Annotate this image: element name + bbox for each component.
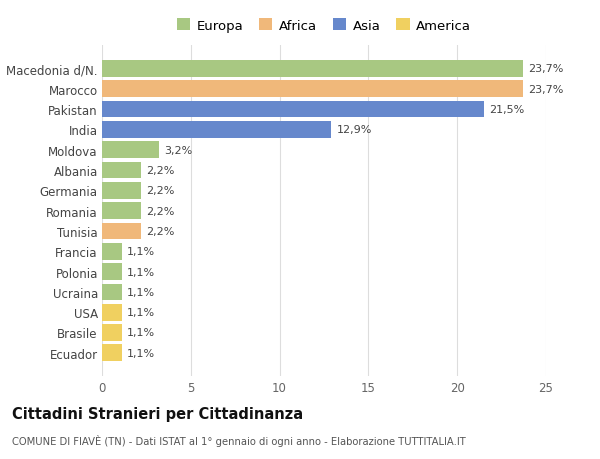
Bar — [102, 122, 331, 138]
Text: 2,2%: 2,2% — [146, 166, 175, 176]
Text: 1,1%: 1,1% — [127, 308, 155, 318]
Text: 23,7%: 23,7% — [528, 64, 563, 74]
Bar — [102, 243, 122, 260]
Text: 12,9%: 12,9% — [337, 125, 372, 135]
Bar — [102, 263, 122, 280]
Legend: Europa, Africa, Asia, America: Europa, Africa, Asia, America — [177, 19, 471, 33]
Text: COMUNE DI FIAVÈ (TN) - Dati ISTAT al 1° gennaio di ogni anno - Elaborazione TUTT: COMUNE DI FIAVÈ (TN) - Dati ISTAT al 1° … — [12, 434, 466, 446]
Text: 21,5%: 21,5% — [489, 105, 524, 115]
Bar — [102, 325, 122, 341]
Text: 1,1%: 1,1% — [127, 267, 155, 277]
Text: 1,1%: 1,1% — [127, 246, 155, 257]
Bar — [102, 304, 122, 321]
Bar — [102, 61, 523, 78]
Text: 2,2%: 2,2% — [146, 206, 175, 216]
Text: 1,1%: 1,1% — [127, 287, 155, 297]
Bar — [102, 162, 141, 179]
Bar — [102, 223, 141, 240]
Text: Cittadini Stranieri per Cittadinanza: Cittadini Stranieri per Cittadinanza — [12, 406, 303, 421]
Bar — [102, 101, 484, 118]
Bar — [102, 284, 122, 301]
Text: 2,2%: 2,2% — [146, 226, 175, 236]
Text: 23,7%: 23,7% — [528, 84, 563, 95]
Bar — [102, 183, 141, 199]
Text: 1,1%: 1,1% — [127, 348, 155, 358]
Text: 3,2%: 3,2% — [164, 146, 193, 155]
Bar — [102, 203, 141, 219]
Bar — [102, 142, 159, 159]
Text: 1,1%: 1,1% — [127, 328, 155, 338]
Bar — [102, 81, 523, 98]
Bar — [102, 345, 122, 361]
Text: 2,2%: 2,2% — [146, 186, 175, 196]
